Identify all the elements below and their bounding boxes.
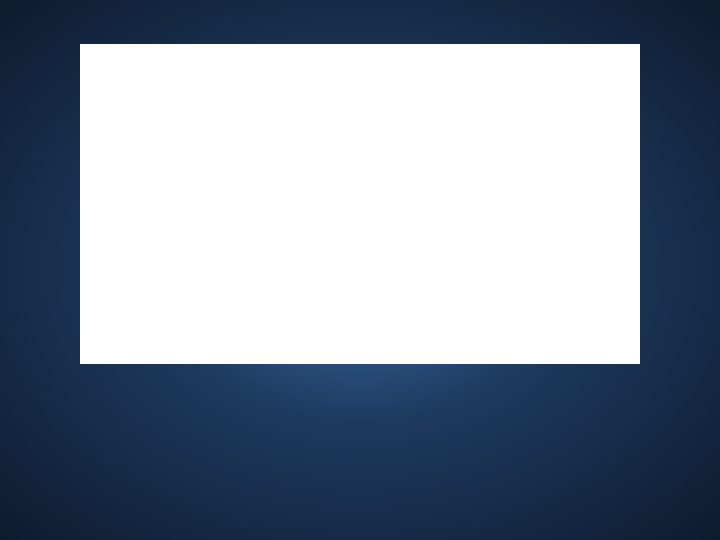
slide [0, 0, 720, 540]
chart-x-ticks [168, 304, 612, 324]
chart-plot-area [168, 64, 612, 302]
chart-inner [90, 58, 630, 354]
chart-3d-frame [168, 64, 612, 302]
chart-container [80, 44, 640, 364]
